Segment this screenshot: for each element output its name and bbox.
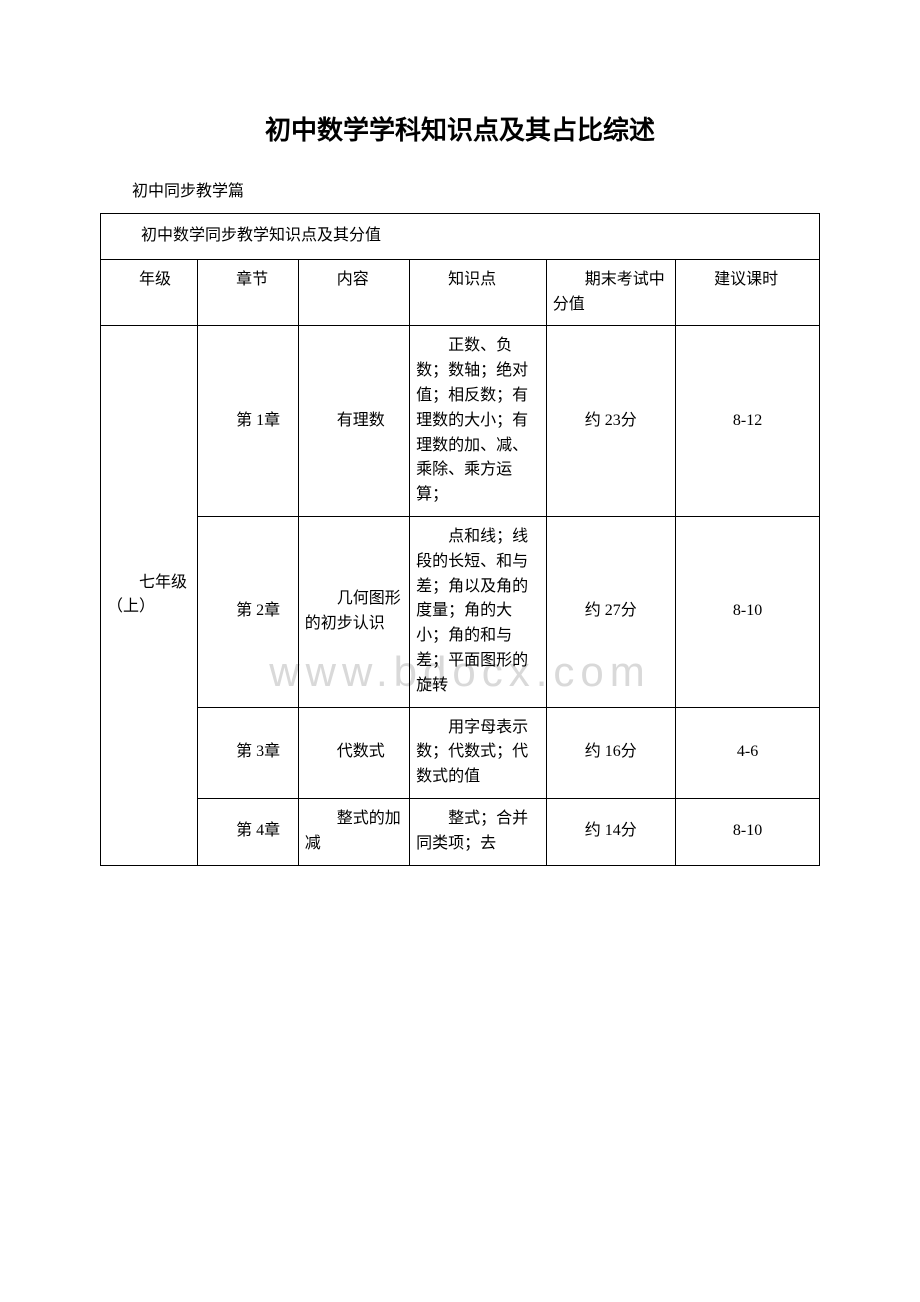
knowledge-table: 初中数学同步教学知识点及其分值 年级 章节 内容 知识点 期末考试中分值 建议课… bbox=[100, 213, 820, 866]
cell-score: 约 14分 bbox=[546, 798, 675, 865]
table-caption: 初中数学同步教学知识点及其分值 bbox=[101, 214, 820, 260]
page-title: 初中数学学科知识点及其占比综述 bbox=[100, 110, 820, 147]
cell-topic: 代数式 bbox=[298, 707, 409, 798]
header-topic: 内容 bbox=[298, 259, 409, 326]
cell-score: 约 16分 bbox=[546, 707, 675, 798]
cell-chapter: 第 2章 bbox=[198, 516, 299, 707]
cell-knowledge: 整式；合并同类项；去 bbox=[410, 798, 547, 865]
cell-hours: 8-12 bbox=[676, 326, 820, 517]
cell-chapter: 第 4章 bbox=[198, 798, 299, 865]
cell-hours: 8-10 bbox=[676, 516, 820, 707]
header-chapter: 章节 bbox=[198, 259, 299, 326]
table-row: 第 3章 代数式 用字母表示数；代数式；代数式的值 约 16分 4-6 bbox=[101, 707, 820, 798]
cell-knowledge: 点和线；线段的长短、和与差；角以及角的度量；角的大小；角的和与差；平面图形的旋转 bbox=[410, 516, 547, 707]
cell-knowledge: 正数、负数；数轴；绝对值；相反数；有理数的大小；有理数的加、减、乘除、乘方运算； bbox=[410, 326, 547, 517]
cell-topic: 有理数 bbox=[298, 326, 409, 517]
cell-hours: 4-6 bbox=[676, 707, 820, 798]
header-knowledge: 知识点 bbox=[410, 259, 547, 326]
cell-hours: 8-10 bbox=[676, 798, 820, 865]
cell-topic: 几何图形的初步认识 bbox=[298, 516, 409, 707]
table-row: 七年级（上） 第 1章 有理数 正数、负数；数轴；绝对值；相反数；有理数的大小；… bbox=[101, 326, 820, 517]
table-header-row: 年级 章节 内容 知识点 期末考试中分值 建议课时 bbox=[101, 259, 820, 326]
page-subtitle: 初中同步教学篇 bbox=[100, 177, 820, 201]
table-row: 第 2章 几何图形的初步认识 点和线；线段的长短、和与差；角以及角的度量；角的大… bbox=[101, 516, 820, 707]
header-score: 期末考试中分值 bbox=[546, 259, 675, 326]
cell-grade: 七年级（上） bbox=[101, 326, 198, 865]
cell-score: 约 27分 bbox=[546, 516, 675, 707]
cell-chapter: 第 3章 bbox=[198, 707, 299, 798]
table-caption-row: 初中数学同步教学知识点及其分值 bbox=[101, 214, 820, 260]
header-grade: 年级 bbox=[101, 259, 198, 326]
cell-score: 约 23分 bbox=[546, 326, 675, 517]
table-row: 第 4章 整式的加减 整式；合并同类项；去 约 14分 8-10 bbox=[101, 798, 820, 865]
cell-knowledge: 用字母表示数；代数式；代数式的值 bbox=[410, 707, 547, 798]
cell-chapter: 第 1章 bbox=[198, 326, 299, 517]
cell-topic: 整式的加减 bbox=[298, 798, 409, 865]
header-hours: 建议课时 bbox=[676, 259, 820, 326]
